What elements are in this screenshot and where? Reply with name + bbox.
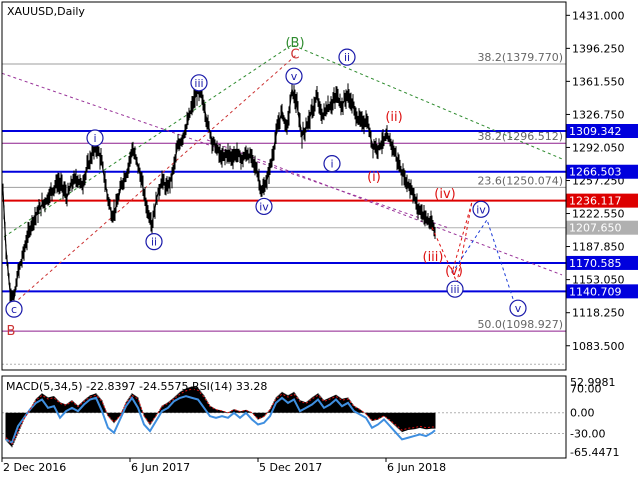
forecast-red-path — [431, 201, 473, 285]
indicator-tick-label: 70.00 — [570, 382, 602, 395]
price-tag-label: 1207.650 — [569, 222, 622, 235]
price-tag-label: 1266.503 — [569, 166, 622, 179]
date-tick-label: 6 Jun 2017 — [131, 461, 190, 474]
wave-label: (i) — [367, 170, 381, 185]
wave-label: i — [93, 132, 96, 145]
price-tag-label: 1140.709 — [569, 285, 622, 298]
price-tick-label: 1083.500 — [572, 340, 625, 353]
price-tag-box — [566, 193, 638, 208]
wave-label: (iv) — [434, 187, 455, 202]
indicator-tick-label: 52.9981 — [570, 376, 616, 389]
wave-label: v — [291, 70, 298, 83]
price-tag-label: 1236.117 — [569, 195, 622, 208]
wave-label: ii — [344, 51, 350, 64]
wave-label: (v) — [445, 264, 463, 279]
price-tick-label: 1118.250 — [572, 307, 625, 320]
wave-circle — [5, 300, 23, 318]
wave-label: ii — [151, 236, 157, 249]
price-line — [2, 89, 436, 301]
rsi-line — [5, 395, 436, 445]
forecast-blue-path — [451, 218, 518, 312]
fib-label: 38.2(1379.770) — [477, 51, 563, 64]
price-tag-box — [566, 284, 638, 299]
wave-circle — [255, 197, 273, 216]
fib-label: 50.0(1098.927) — [477, 318, 563, 331]
indicator-tick-label: -65.4471 — [570, 446, 619, 459]
main-frame — [1, 1, 567, 371]
fib-label: 38.2(1296.512) — [477, 130, 563, 143]
indicator-tick-label: -30.00 — [570, 427, 605, 440]
wave-circle — [446, 280, 464, 298]
fib-label: 23.6(1250.074) — [477, 174, 563, 187]
price-tick-label: 1396.250 — [572, 42, 625, 55]
macd-signal-line — [5, 388, 435, 445]
price-tag-box — [566, 164, 638, 179]
wave-label: iv — [259, 200, 269, 213]
wave-circle — [509, 299, 527, 317]
trend-line — [3, 44, 563, 238]
wave-circle — [338, 48, 356, 66]
indicator-tick-label: 0.00 — [570, 407, 595, 420]
price-tick-label: 1431.000 — [572, 9, 625, 22]
wave-label: B — [7, 324, 16, 339]
price-tick-label: 1153.050 — [572, 274, 625, 287]
wave-circle — [86, 129, 104, 147]
wave-circle — [285, 67, 303, 85]
price-tick-label: 1292.050 — [572, 141, 625, 154]
wave-label: i — [330, 158, 333, 171]
price-tag-label: 1170.585 — [569, 257, 622, 270]
wave-label: C — [290, 47, 299, 62]
wave-circle — [190, 74, 208, 92]
wave-label: (iii) — [423, 250, 444, 265]
price-tag-box — [566, 123, 638, 138]
date-tick-label: 6 Jun 2018 — [387, 461, 446, 474]
price-tag-box — [566, 220, 638, 235]
price-tick-label: 1222.550 — [572, 208, 625, 221]
price-tag-label: 1309.342 — [569, 125, 622, 138]
wave-label: (B) — [285, 36, 304, 51]
wave-label: iv — [476, 203, 486, 216]
wave-label: iii — [450, 283, 459, 296]
wave-circle — [472, 200, 490, 218]
wave-label: c — [11, 303, 17, 316]
date-tick-label: 5 Dec 2017 — [259, 461, 322, 474]
price-tick-label: 1361.550 — [572, 75, 625, 88]
indicator-label: MACD(5,34,5) -22.8397 -24.5575 RSI(14) 3… — [6, 380, 267, 393]
chart-title: XAUUSD,Daily — [7, 5, 85, 18]
trend-line — [13, 53, 298, 304]
price-tick-label: 1326.750 — [572, 108, 625, 121]
price-tick-label: 1187.850 — [572, 241, 625, 254]
price-tag-box — [566, 255, 638, 270]
date-tick-label: 2 Dec 2016 — [3, 461, 66, 474]
wave-label: iii — [194, 77, 203, 90]
wave-label: v — [515, 302, 522, 315]
wave-circle — [145, 233, 163, 251]
wave-label: (ii) — [385, 110, 402, 125]
wave-circle — [323, 155, 341, 173]
indicator-frame — [1, 375, 567, 459]
